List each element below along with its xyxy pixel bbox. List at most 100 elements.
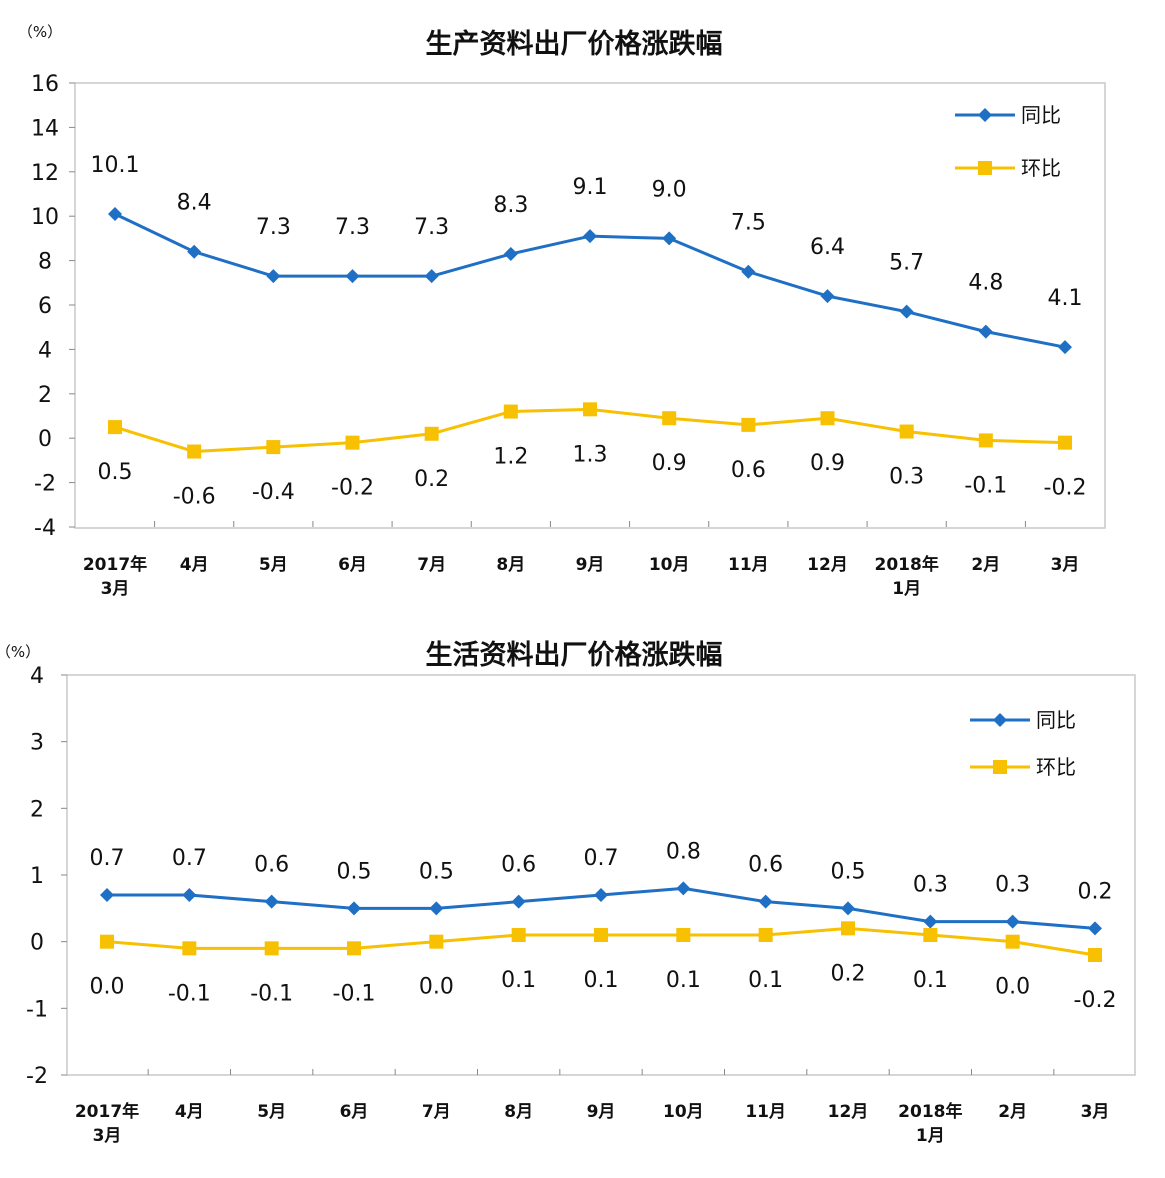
data-point-yoy — [758, 894, 773, 909]
data-point-mom — [1088, 948, 1102, 962]
data-label-mom: 0.9 — [810, 451, 845, 476]
x-tick-label: 2017年 — [83, 554, 147, 575]
data-point-yoy — [503, 246, 518, 261]
data-label-yoy: 0.6 — [748, 853, 783, 878]
data-point-yoy — [594, 888, 608, 902]
data-point-mom — [424, 426, 439, 441]
y-tick-label: 12 — [31, 161, 59, 186]
data-point-yoy — [820, 289, 835, 304]
data-point-mom — [503, 404, 518, 419]
data-label-yoy: 8.3 — [493, 193, 528, 218]
data-point-mom — [899, 424, 914, 439]
data-point-yoy — [741, 264, 756, 279]
data-point-yoy — [424, 269, 439, 284]
data-label-mom: 1.3 — [573, 442, 608, 467]
data-label-yoy: 10.1 — [91, 153, 140, 178]
data-label-mom: 0.9 — [652, 451, 687, 476]
data-label-yoy: 0.2 — [1078, 879, 1113, 904]
x-tick-label: 11月 — [728, 555, 769, 575]
x-tick-label: 2018年 — [898, 1101, 962, 1122]
data-point-mom — [741, 417, 756, 432]
y-tick-label: 4 — [38, 338, 52, 363]
y-tick-label: 6 — [38, 294, 52, 319]
x-tick-label: 3月 — [101, 579, 130, 599]
data-label-mom: 1.2 — [493, 445, 528, 470]
data-point-mom — [820, 411, 835, 426]
y-unit-label: （%） — [18, 23, 62, 41]
data-label-yoy: 0.7 — [584, 846, 619, 871]
data-label-mom: 0.2 — [831, 961, 866, 986]
data-point-mom — [264, 941, 279, 956]
y-tick-label: 10 — [31, 205, 59, 230]
data-point-yoy — [264, 894, 279, 909]
plot-frame — [66, 674, 1136, 1076]
data-label-yoy: 9.0 — [652, 177, 687, 202]
data-label-mom: -0.1 — [964, 473, 1007, 498]
data-label-mom: 0.0 — [995, 975, 1030, 1000]
legend-marker-diamond — [978, 108, 992, 122]
data-label-mom: 0.3 — [889, 465, 924, 490]
data-label-mom: 0.0 — [90, 975, 125, 1000]
series-yoy: 10.1 8.4 7.3 7.3 7.3 8.3 9.1 9.0 7.5 6.4 5.7 4.8 4.1 — [91, 153, 1083, 355]
chart-title: 生产资料出厂价格涨跌幅 — [426, 29, 723, 60]
y-tick-label: 0 — [30, 931, 44, 956]
x-tick-label: 6月 — [338, 555, 367, 575]
data-label-mom: 0.1 — [584, 968, 619, 993]
data-label-mom: 0.0 — [419, 975, 454, 1000]
data-point-mom — [182, 941, 197, 956]
x-tick-label: 6月 — [340, 1102, 369, 1122]
y-tick-label: 14 — [31, 116, 59, 141]
data-point-yoy — [841, 901, 855, 916]
chart-consumer-goods: 生活资料出厂价格涨跌幅 （%） -2 -1 0 1 2 3 4 2017年 3月 4月 5月 6月 7月 8月… — [0, 640, 1136, 1146]
data-point-yoy — [978, 324, 993, 339]
data-point-yoy — [1088, 921, 1102, 936]
x-tick-label: 9月 — [587, 1102, 616, 1122]
x-tick-label: 7月 — [422, 1102, 451, 1122]
data-point-mom — [187, 444, 202, 459]
y-tick-label: 2 — [30, 797, 44, 822]
data-label-mom: -0.2 — [1074, 988, 1117, 1013]
data-point-yoy — [345, 269, 360, 284]
data-point-mom — [583, 402, 597, 417]
data-point-yoy — [899, 304, 914, 319]
data-point-mom — [347, 941, 361, 956]
data-point-mom — [345, 435, 360, 450]
series-mom: 0.0 -0.1 -0.1 -0.1 0.0 0.1 0.1 0.1 0.1 0.2 0.1 0.0 -… — [90, 921, 1117, 1013]
y-tick-label: 2 — [38, 383, 52, 408]
data-point-mom — [978, 433, 993, 448]
data-point-yoy — [266, 269, 281, 284]
data-label-yoy: 7.3 — [256, 215, 291, 240]
data-label-yoy: 0.8 — [666, 839, 701, 864]
data-point-yoy — [108, 206, 122, 221]
legend-marker-square — [993, 760, 1007, 774]
data-point-yoy — [429, 901, 444, 916]
data-label-mom: 0.1 — [501, 968, 536, 993]
x-tick-label: 10月 — [649, 555, 690, 575]
chart-title: 生活资料出厂价格涨跌幅 — [426, 640, 723, 671]
data-point-yoy — [676, 881, 691, 896]
x-tick-label: 10月 — [663, 1102, 704, 1122]
data-point-mom — [266, 440, 281, 455]
data-label-mom: -0.2 — [1044, 476, 1087, 501]
data-point-yoy — [1005, 914, 1020, 929]
data-label-yoy: 7.3 — [335, 215, 370, 240]
x-tick-label: 3月 — [93, 1126, 122, 1146]
data-label-yoy: 5.7 — [889, 251, 924, 276]
data-point-mom — [100, 934, 114, 949]
data-label-yoy: 8.4 — [177, 191, 212, 216]
x-tick-label: 5月 — [257, 1102, 286, 1122]
chart-production-materials: 生产资料出厂价格涨跌幅 （%） -4 -2 0 2 4 6 8 10 12 14 16 2017年 3月 4月… — [18, 23, 1106, 599]
x-tick-label: 4月 — [180, 555, 209, 575]
y-tick-label: -4 — [34, 516, 56, 541]
y-tick-label: -2 — [34, 472, 56, 497]
y-tick-label: 0 — [38, 427, 52, 452]
data-point-mom — [108, 420, 122, 435]
data-point-yoy — [347, 901, 361, 916]
data-point-mom — [662, 411, 677, 426]
data-label-yoy: 4.1 — [1048, 286, 1083, 311]
legend-marker-diamond — [993, 713, 1007, 727]
x-tick-label: 3月 — [1081, 1102, 1110, 1122]
x-tick-label: 12月 — [807, 555, 848, 575]
